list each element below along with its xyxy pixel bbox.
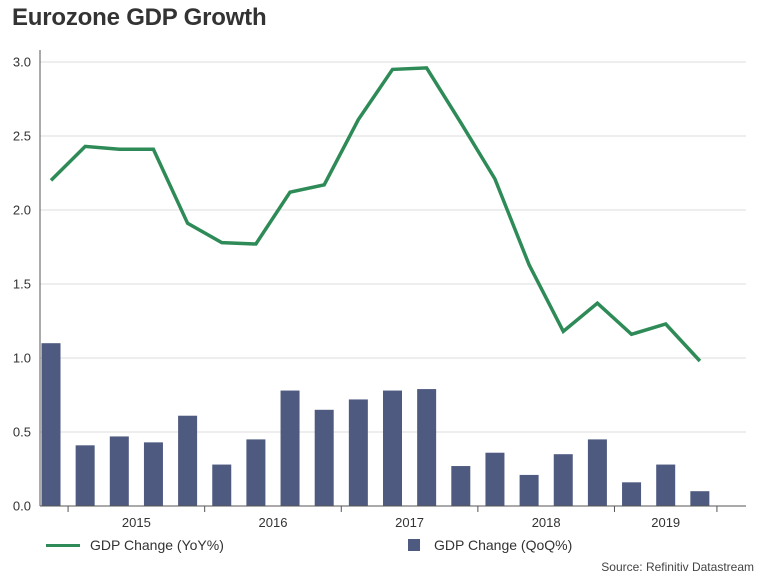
bar-2015Q2	[109, 436, 129, 506]
y-tick-label: 0.5	[13, 425, 31, 440]
bar-2016Q3	[280, 390, 300, 506]
bar-2019Q2	[656, 464, 676, 506]
bar-2015Q3	[143, 442, 163, 506]
y-tick-label: 2.0	[13, 203, 31, 218]
bar-2018Q4	[587, 439, 607, 506]
axes	[39, 50, 746, 512]
y-tick-label: 3.0	[13, 55, 31, 70]
legend-item-qoq: GDP Change (QoQ%)	[408, 537, 572, 553]
bar-2017Q4	[451, 466, 471, 506]
bar-series	[41, 343, 710, 506]
x-tick-label: 2016	[259, 515, 288, 530]
y-tick-label: 1.5	[13, 277, 31, 292]
legend-label-qoq: GDP Change (QoQ%)	[434, 537, 573, 553]
y-axis-ticks: 0.0 0.5 1.0 1.5 2.0 2.5 3.0	[13, 55, 31, 514]
chart-title: Eurozone GDP Growth	[12, 4, 267, 31]
bar-2018Q1	[485, 452, 505, 506]
y-tick-label: 2.5	[13, 129, 31, 144]
line-series	[49, 66, 702, 363]
bar-2016Q1	[212, 464, 232, 506]
bar-2017Q2	[383, 390, 402, 506]
x-tick-label: 2015	[122, 515, 151, 530]
x-tick-label: 2019	[651, 515, 680, 530]
bar-2017Q3	[417, 389, 437, 506]
legend-line-swatch	[46, 543, 80, 547]
x-axis-ticks: 2015 2016 2017 2018 2019	[122, 515, 680, 530]
bar-2017Q1	[348, 399, 368, 506]
source-note: Source: Refinitiv Datastream	[601, 560, 754, 574]
bar-2018Q2	[519, 474, 539, 506]
bar-2015Q1	[75, 445, 95, 506]
bar-2015Q4	[178, 415, 198, 506]
legend-item-yoy: GDP Change (YoY%)	[46, 537, 224, 553]
x-tick-label: 2018	[532, 515, 561, 530]
legend-bar-swatch	[408, 539, 420, 551]
y-tick-label: 1.0	[13, 351, 31, 366]
line-gdp-yoy	[49, 66, 702, 363]
y-tick-label: 0.0	[13, 499, 31, 514]
gridlines	[40, 61, 746, 433]
bar-2019Q3	[690, 491, 710, 506]
bar-2016Q4	[314, 409, 334, 506]
bar-2018Q3	[553, 454, 573, 506]
bar-2019Q1	[622, 482, 642, 506]
x-tick-label: 2017	[395, 515, 424, 530]
bar-2014Q4	[41, 343, 61, 506]
legend-label-yoy: GDP Change (YoY%)	[90, 537, 224, 553]
bar-2016Q2	[246, 439, 266, 506]
